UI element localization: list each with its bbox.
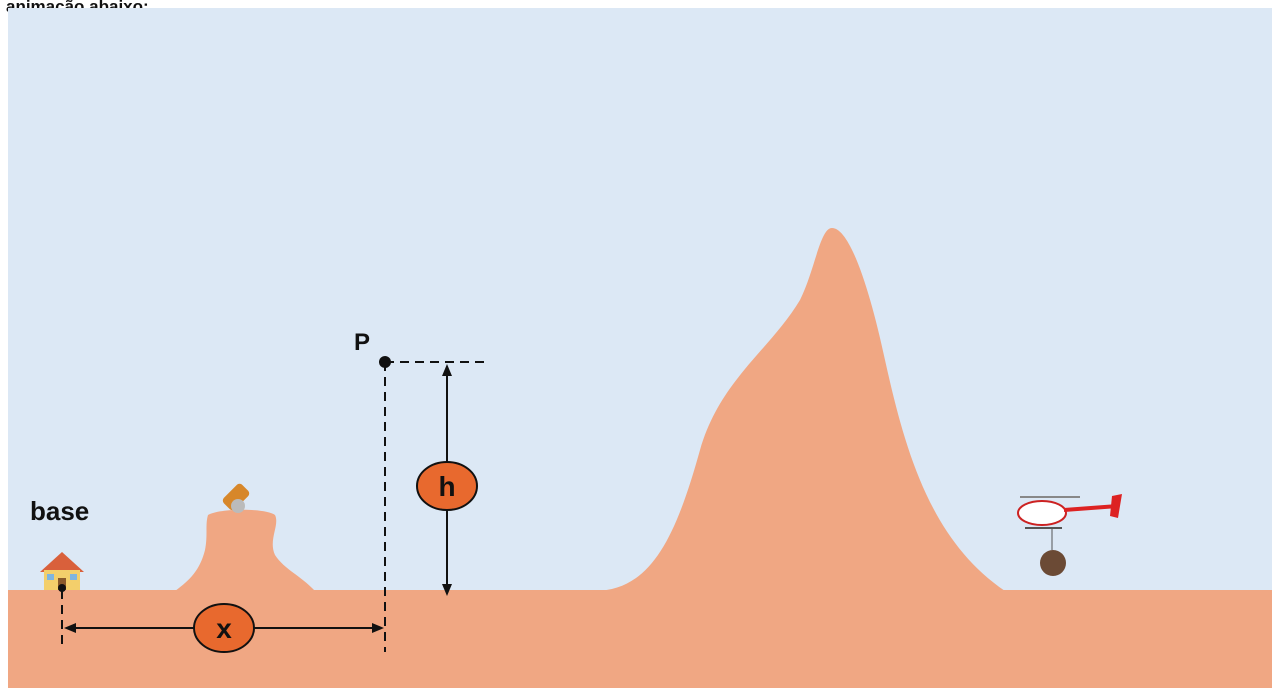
point-label: P [354, 329, 370, 356]
point-p [379, 356, 391, 368]
height-label: h [438, 471, 455, 502]
distance-label: x [216, 613, 232, 644]
base-point [58, 584, 66, 592]
diagram: animação abaixo: h x P [0, 0, 1272, 688]
base-label: base [30, 496, 89, 526]
sky [8, 8, 1272, 590]
